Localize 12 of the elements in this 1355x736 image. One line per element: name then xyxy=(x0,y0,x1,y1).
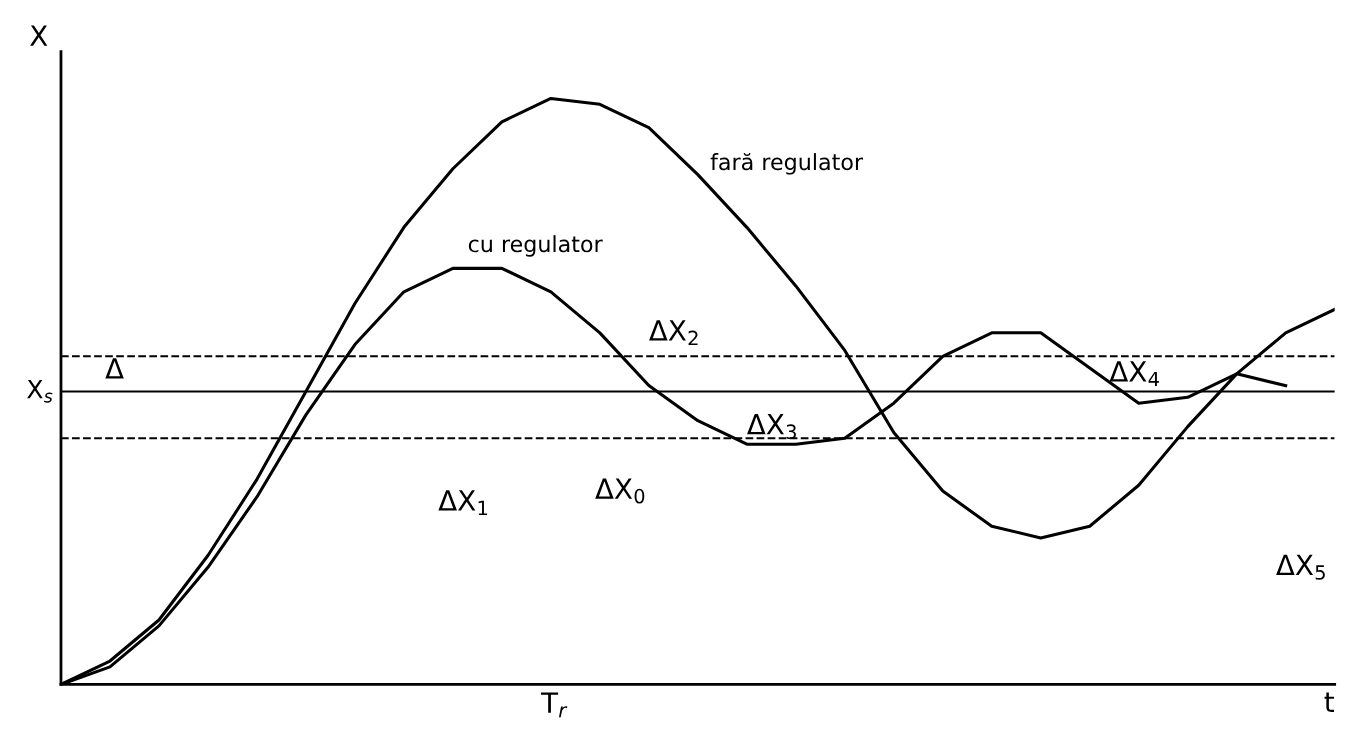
annotation: Δ xyxy=(105,358,124,379)
text: T$_{r}$ xyxy=(540,692,568,718)
x-axis-title: t xyxy=(1324,692,1335,712)
annotation: ΔX$_{2}$ xyxy=(649,320,698,346)
ref-line-label: X$_{s}$ xyxy=(27,380,53,403)
series-label: fară regulator xyxy=(710,152,864,175)
annotation: ΔX$_{4}$ xyxy=(1109,361,1159,387)
annotation: ΔX$_{5}$ xyxy=(1276,554,1325,580)
annotation: ΔX$_{1}$ xyxy=(438,490,488,515)
annotation: ΔX$_{0}$ xyxy=(595,478,645,504)
series-label: cu regulator xyxy=(468,235,603,257)
y-axis-title: X xyxy=(30,25,48,46)
